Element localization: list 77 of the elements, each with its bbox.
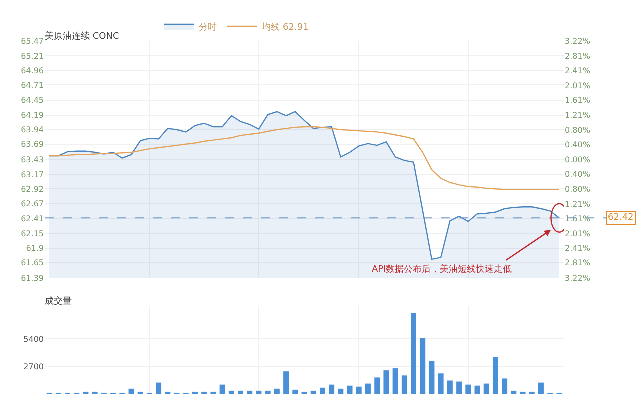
bar bbox=[238, 390, 244, 394]
bar bbox=[156, 382, 162, 394]
y-tick-label: 63.17 bbox=[21, 170, 44, 180]
legend-label: 分时 bbox=[199, 22, 218, 34]
bar bbox=[456, 382, 462, 394]
y-tick-label: 62.15 bbox=[21, 230, 44, 239]
annotation: API数据公布后，美油短线快速走低 bbox=[372, 264, 512, 275]
bar bbox=[502, 378, 508, 394]
bar bbox=[384, 370, 390, 394]
chart-title: 成交量 bbox=[45, 296, 72, 307]
bar bbox=[484, 384, 490, 394]
y2-tick-label: 0.00% bbox=[565, 155, 591, 164]
bar bbox=[320, 388, 326, 394]
bar bbox=[220, 384, 226, 394]
bar bbox=[329, 384, 335, 394]
y-tick-label: 62.92 bbox=[21, 184, 44, 194]
ref-line-label: 62.42 bbox=[608, 213, 634, 223]
y2-tick-label: 3.22% bbox=[565, 36, 591, 46]
bar bbox=[492, 357, 498, 394]
bar bbox=[392, 368, 398, 394]
y-tick-label: 63.69 bbox=[21, 140, 44, 150]
bar bbox=[366, 384, 371, 394]
y2-tick-label: 1.61% bbox=[565, 96, 591, 106]
bar bbox=[347, 386, 353, 394]
bar bbox=[128, 388, 134, 394]
bar bbox=[310, 390, 316, 394]
y-tick-label: 64.71 bbox=[21, 80, 44, 90]
y-tick-label: 64.19 bbox=[21, 111, 44, 120]
bar bbox=[274, 388, 280, 394]
y2-tick-label: 3.22% bbox=[565, 274, 591, 283]
y-tick-label: 61.9 bbox=[26, 244, 44, 254]
bar bbox=[247, 390, 253, 394]
legend-label: 均线 62.91 bbox=[261, 22, 309, 34]
y-tick-label: 2700 bbox=[24, 362, 44, 372]
bar bbox=[511, 390, 517, 394]
y-tick-label: 61.39 bbox=[21, 274, 44, 283]
bar bbox=[538, 382, 544, 394]
y-tick-label: 62.41 bbox=[21, 214, 44, 224]
y-tick-label: 63.94 bbox=[21, 126, 44, 135]
y2-tick-label: 2.81% bbox=[565, 258, 591, 268]
bar bbox=[292, 390, 298, 394]
y2-tick-label: 2.81% bbox=[565, 52, 591, 61]
y2-tick-label: 2.41% bbox=[565, 244, 591, 253]
y2-tick-label: 2.01% bbox=[565, 81, 591, 90]
bar bbox=[228, 390, 234, 394]
bar bbox=[356, 386, 362, 394]
y-tick-label: 5400 bbox=[24, 334, 44, 344]
y2-tick-label: 0.40% bbox=[565, 170, 591, 180]
y2-tick-label: 2.41% bbox=[565, 66, 591, 76]
bar bbox=[402, 376, 408, 394]
y-tick-label: 65.47 bbox=[21, 36, 44, 46]
y2-tick-label: 0.40% bbox=[565, 140, 591, 150]
y2-tick-label: 2.01% bbox=[565, 229, 591, 238]
bar bbox=[429, 361, 435, 394]
line-series bbox=[48, 126, 560, 190]
y2-tick-label: 0.80% bbox=[565, 184, 591, 194]
bar bbox=[284, 372, 290, 394]
y-tick-label: 61.65 bbox=[21, 258, 44, 268]
y2-tick-label: 0.80% bbox=[565, 126, 591, 135]
y-tick-label: 64.96 bbox=[21, 66, 44, 76]
y2-tick-label: 1.21% bbox=[565, 200, 591, 209]
bar bbox=[338, 388, 344, 394]
y-tick-label: 62.67 bbox=[21, 199, 44, 208]
chart-title: 美原油连续 CONC bbox=[45, 31, 120, 42]
y-tick-label: 63.43 bbox=[21, 155, 44, 164]
y2-tick-label: 1.21% bbox=[565, 110, 591, 120]
bar bbox=[374, 378, 380, 394]
bar bbox=[411, 314, 416, 394]
bar bbox=[447, 380, 453, 394]
y-tick-label: 64.45 bbox=[21, 96, 44, 106]
bar bbox=[466, 384, 472, 394]
y-tick-label: 65.21 bbox=[21, 52, 44, 61]
bar bbox=[438, 374, 444, 394]
bar bbox=[474, 386, 480, 394]
bar bbox=[420, 338, 426, 394]
bar bbox=[265, 390, 271, 394]
bar bbox=[256, 390, 262, 394]
